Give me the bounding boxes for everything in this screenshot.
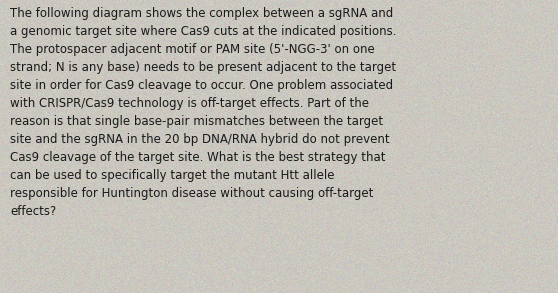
Text: The following diagram shows the complex between a sgRNA and
a genomic target sit: The following diagram shows the complex …	[10, 7, 397, 218]
